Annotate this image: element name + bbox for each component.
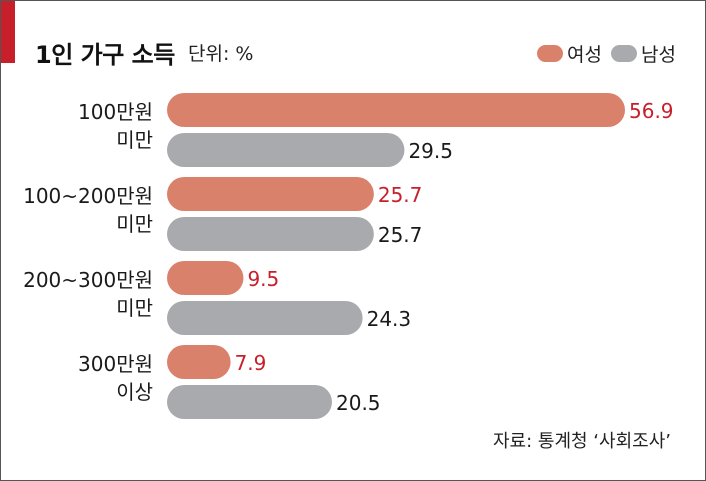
category-label-line: 200~300만원: [23, 268, 153, 292]
legend-item-female: 여성: [537, 41, 602, 66]
legend-item-male: 남성: [611, 41, 676, 66]
legend-swatch-male: [611, 44, 637, 62]
legend-swatch-female: [537, 44, 563, 62]
value-label-female: 7.9: [235, 351, 267, 375]
value-label-female: 9.5: [247, 267, 279, 291]
category-label-line: 100만원: [78, 100, 153, 124]
category-label-line: 100~200만원: [23, 184, 153, 208]
bar-male: [167, 217, 374, 251]
bar-male: [167, 133, 405, 167]
bar-female: [167, 345, 231, 379]
category-label-line: 미만: [116, 212, 153, 236]
value-label-female: 56.9: [629, 99, 674, 123]
bar-female: [167, 93, 625, 127]
value-label-male: 20.5: [336, 391, 381, 415]
value-label-male: 24.3: [367, 307, 412, 331]
source-note: 자료: 통계청 ‘사회조사’: [493, 431, 671, 452]
unit-label: 단위: %: [188, 43, 254, 65]
chart-title: 1인 가구 소득: [35, 41, 175, 69]
bar-male: [167, 385, 333, 419]
bar-female: [167, 177, 374, 211]
category-label-line: 미만: [116, 296, 153, 320]
legend-label-female: 여성: [567, 43, 602, 66]
category-label-line: 이상: [116, 380, 153, 404]
accent-bar: [1, 1, 15, 63]
bar-female: [167, 261, 244, 295]
value-label-male: 29.5: [408, 139, 453, 163]
value-label-male: 25.7: [378, 223, 423, 247]
bar-male: [167, 301, 363, 335]
value-label-female: 25.7: [378, 183, 423, 207]
category-label-line: 미만: [116, 128, 153, 152]
category-label-line: 300만원: [78, 352, 153, 376]
legend-label-male: 남성: [641, 43, 676, 66]
